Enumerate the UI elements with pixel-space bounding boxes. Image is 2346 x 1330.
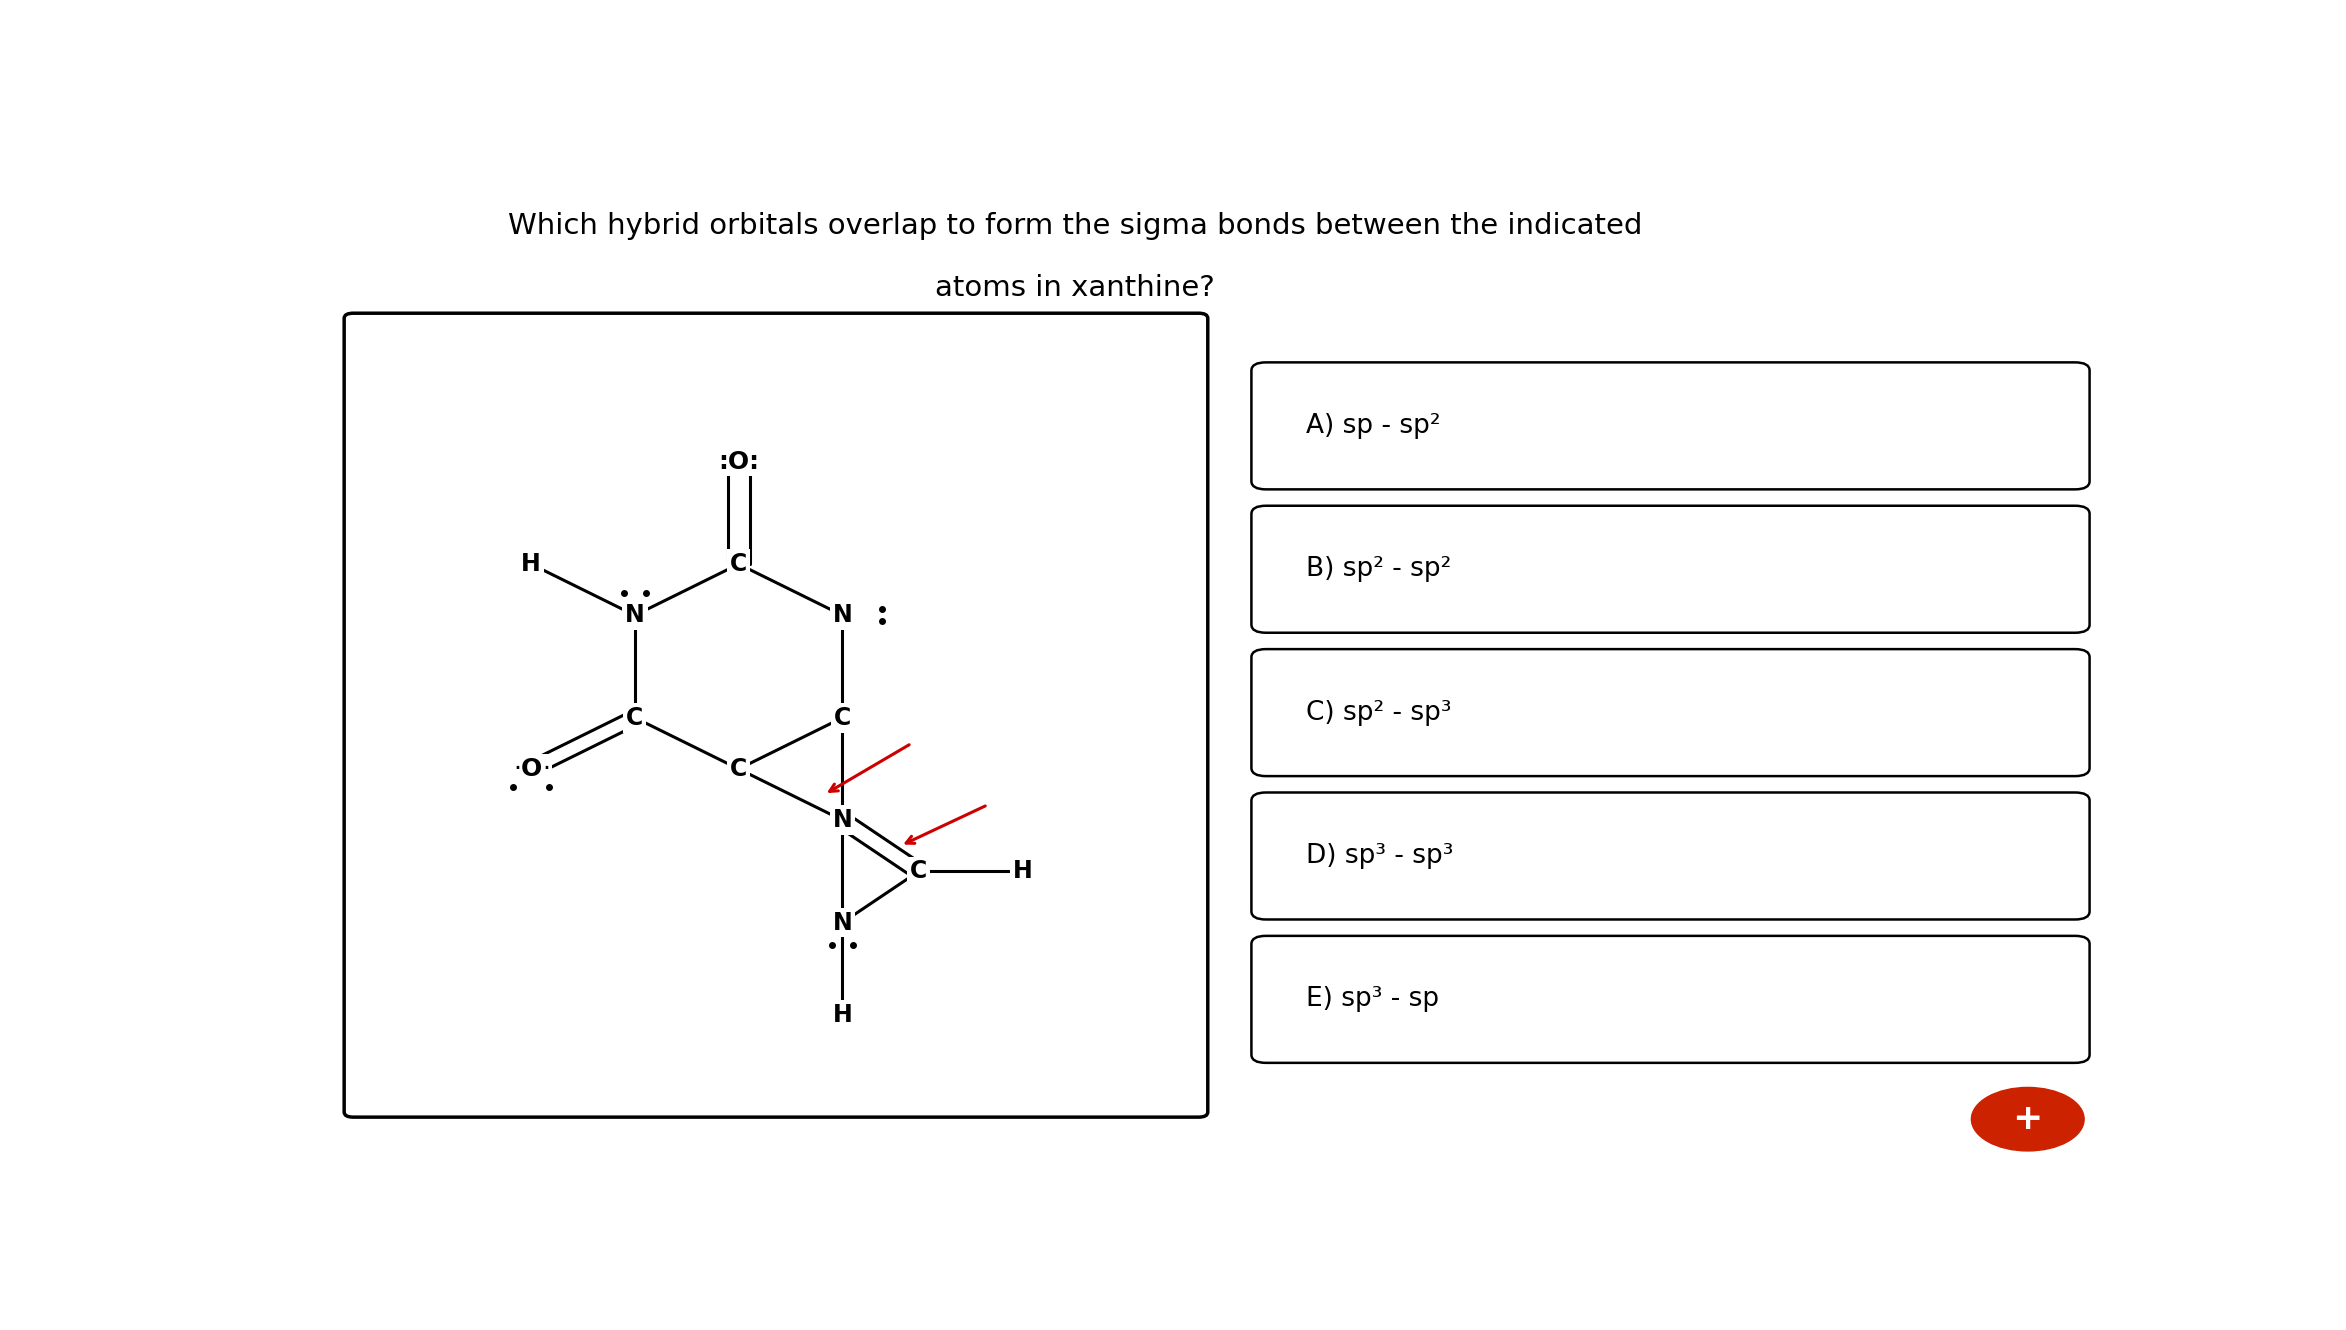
Text: N: N: [833, 911, 852, 935]
Text: H: H: [1013, 859, 1032, 883]
Text: C: C: [626, 706, 643, 730]
FancyBboxPatch shape: [1250, 649, 2090, 777]
FancyBboxPatch shape: [345, 313, 1208, 1117]
Text: atoms in xanthine?: atoms in xanthine?: [936, 274, 1215, 302]
Text: C) sp² - sp³: C) sp² - sp³: [1307, 700, 1452, 726]
FancyBboxPatch shape: [1250, 505, 2090, 633]
Text: C: C: [730, 757, 748, 781]
Text: N: N: [833, 604, 852, 628]
FancyBboxPatch shape: [1250, 936, 2090, 1063]
Text: E) sp³ - sp: E) sp³ - sp: [1307, 987, 1438, 1012]
FancyBboxPatch shape: [1250, 362, 2090, 489]
Circle shape: [1971, 1088, 2083, 1150]
Text: +: +: [2013, 1103, 2043, 1136]
Text: N: N: [624, 604, 645, 628]
Text: $\cdot$O$\cdot$: $\cdot$O$\cdot$: [514, 757, 549, 781]
Text: C: C: [910, 859, 927, 883]
FancyBboxPatch shape: [1250, 793, 2090, 919]
Text: A) sp - sp²: A) sp - sp²: [1307, 412, 1440, 439]
Text: B) sp² - sp²: B) sp² - sp²: [1307, 556, 1452, 583]
Text: C: C: [730, 552, 748, 576]
Text: :O:: :O:: [718, 450, 760, 473]
Text: H: H: [833, 1003, 852, 1027]
Text: H: H: [521, 552, 542, 576]
Text: C: C: [833, 706, 852, 730]
Text: Which hybrid orbitals overlap to form the sigma bonds between the indicated: Which hybrid orbitals overlap to form th…: [507, 213, 1642, 241]
Text: D) sp³ - sp³: D) sp³ - sp³: [1307, 843, 1452, 868]
Text: N: N: [833, 809, 852, 833]
